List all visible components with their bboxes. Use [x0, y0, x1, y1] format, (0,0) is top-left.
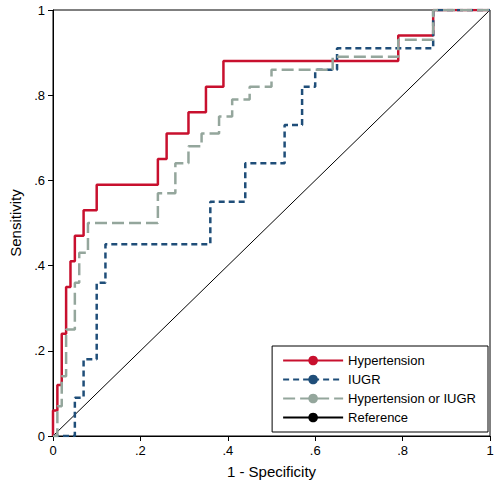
svg-text:1: 1 [486, 443, 493, 458]
svg-text:Hypertension or IUGR: Hypertension or IUGR [348, 391, 476, 406]
svg-text:.4: .4 [34, 258, 45, 273]
svg-text:.6: .6 [310, 443, 321, 458]
svg-text:1 - Specificity: 1 - Specificity [227, 463, 317, 480]
svg-text:.2: .2 [34, 343, 45, 358]
svg-text:.8: .8 [34, 88, 45, 103]
svg-text:Reference: Reference [348, 410, 408, 425]
svg-text:.8: .8 [397, 443, 408, 458]
svg-text:Sensitivity: Sensitivity [7, 189, 24, 257]
svg-text:.2: .2 [135, 443, 146, 458]
svg-text:0: 0 [38, 429, 45, 444]
svg-text:.6: .6 [34, 173, 45, 188]
svg-text:IUGR: IUGR [348, 372, 381, 387]
svg-text:.4: .4 [222, 443, 233, 458]
svg-text:0: 0 [49, 443, 56, 458]
svg-text:Hypertension: Hypertension [348, 353, 425, 368]
svg-text:1: 1 [38, 3, 45, 18]
